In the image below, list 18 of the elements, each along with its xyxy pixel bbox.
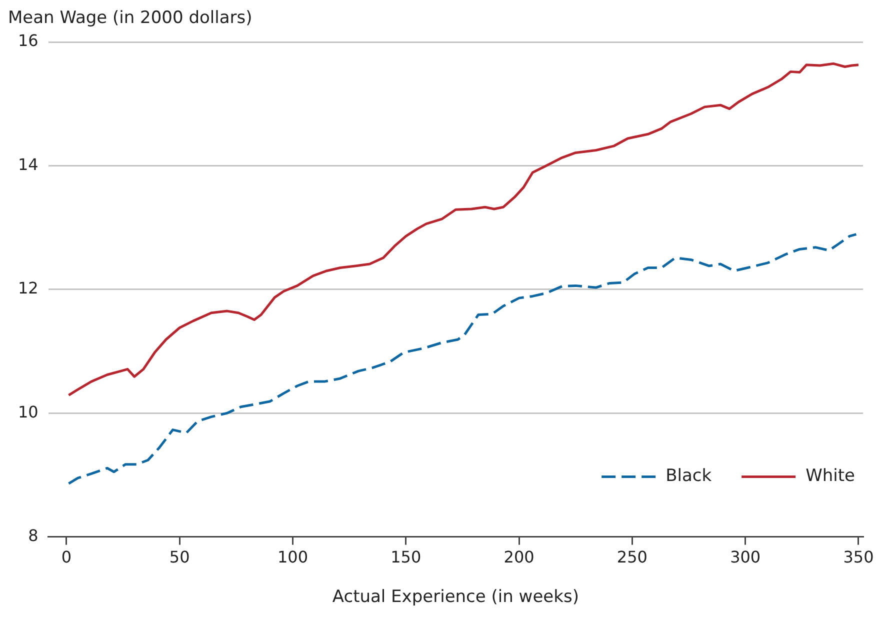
y-tick-label: 8 xyxy=(28,526,38,545)
y-tick-label: 10 xyxy=(18,402,38,422)
x-tick-label: 250 xyxy=(616,548,648,567)
x-tick-label: 50 xyxy=(169,548,190,567)
legend-label: White xyxy=(806,466,856,486)
y-tick-label: 12 xyxy=(18,278,38,298)
legend-label: Black xyxy=(666,466,712,486)
line-series xyxy=(67,233,858,485)
y-tick-label: 14 xyxy=(18,154,38,174)
y-axis-title: Mean Wage (in 2000 dollars) xyxy=(8,8,252,28)
x-tick-label: 100 xyxy=(277,548,308,567)
x-tick-label: 0 xyxy=(61,548,72,567)
x-tick-label: 150 xyxy=(390,548,422,567)
x-tick-label: 350 xyxy=(843,548,874,567)
x-tick-label: 200 xyxy=(504,548,534,567)
x-tick-label: 300 xyxy=(730,548,761,567)
x-axis-title: Actual Experience (in weeks) xyxy=(332,586,579,607)
y-tick-label: 16 xyxy=(18,31,38,50)
